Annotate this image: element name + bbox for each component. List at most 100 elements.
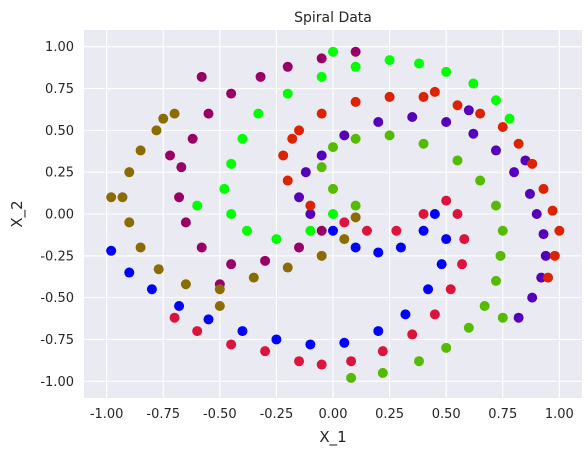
data-point (165, 150, 176, 161)
data-point (339, 217, 350, 228)
x-tick-label: 0.25 (375, 407, 404, 422)
data-point (146, 284, 157, 295)
data-points (106, 46, 565, 383)
data-point (316, 150, 327, 161)
data-point (255, 71, 266, 82)
data-point (278, 150, 289, 161)
data-point (328, 209, 338, 219)
data-point (423, 284, 434, 295)
data-point (452, 100, 463, 111)
y-tick-label: 0.75 (45, 82, 74, 97)
data-point (350, 200, 361, 211)
data-point (135, 145, 146, 156)
data-point (457, 259, 468, 270)
data-point (180, 217, 191, 228)
x-tick-label: -0.75 (146, 407, 180, 422)
data-point (504, 113, 515, 124)
data-point (452, 209, 463, 219)
data-point (305, 225, 316, 236)
data-point (418, 138, 429, 149)
data-point (543, 272, 554, 283)
data-point (490, 95, 501, 106)
data-point (373, 326, 384, 337)
data-point (497, 122, 508, 133)
data-point (441, 234, 452, 245)
data-point (339, 130, 350, 141)
data-point (384, 55, 395, 66)
data-point (124, 167, 135, 178)
data-point (174, 301, 185, 311)
x-tick-label: 0.50 (432, 407, 461, 422)
data-point (490, 145, 501, 156)
data-point (346, 356, 357, 367)
data-point (169, 108, 180, 119)
data-point (497, 312, 508, 323)
data-point (294, 125, 305, 136)
data-point (316, 359, 327, 370)
data-point (117, 192, 128, 203)
y-tick-label: 1.00 (45, 40, 74, 55)
data-point (497, 225, 508, 236)
data-point (540, 250, 551, 261)
data-point (350, 96, 361, 107)
data-point (350, 212, 361, 223)
x-tick-label: -1.00 (90, 407, 124, 422)
y-axis-label: X_2 (8, 200, 27, 227)
data-point (445, 284, 456, 295)
data-point (414, 356, 425, 367)
data-point (339, 234, 350, 245)
data-point (373, 117, 384, 127)
data-point (513, 312, 524, 323)
data-point (106, 245, 117, 256)
x-tick-label: 0.75 (488, 407, 517, 422)
data-point (346, 372, 357, 383)
data-point (241, 225, 252, 236)
data-point (554, 225, 565, 236)
data-point (294, 356, 305, 367)
data-point (271, 234, 282, 245)
data-point (350, 61, 361, 72)
y-tick-label: 0.50 (45, 124, 74, 139)
data-point (436, 259, 447, 270)
data-point (316, 53, 327, 64)
data-point (192, 200, 203, 211)
data-point (282, 175, 293, 186)
data-point (441, 117, 452, 127)
y-tick-label: -1.00 (40, 375, 74, 390)
x-tick-label: 0.00 (319, 407, 348, 422)
data-point (490, 200, 501, 211)
data-point (391, 225, 402, 236)
data-point (219, 183, 230, 194)
data-point (226, 88, 237, 99)
data-point (361, 225, 372, 236)
data-point (418, 209, 429, 219)
data-point (414, 58, 425, 69)
data-point (495, 250, 506, 261)
data-point (400, 309, 411, 320)
y-tick-labels: -1.00 -0.75 -0.50 -0.25 0.00 0.25 0.50 0.75 1.00 (40, 40, 74, 390)
data-point (187, 133, 198, 144)
data-point (531, 209, 542, 219)
data-point (226, 339, 237, 350)
data-point (253, 108, 264, 119)
data-point (441, 195, 452, 206)
y-tick-label: 0.00 (45, 208, 74, 223)
data-point (350, 133, 361, 144)
y-tick-label: 0.25 (45, 166, 74, 181)
data-point (153, 264, 164, 275)
y-tick-label: -0.50 (40, 291, 74, 306)
x-tick-labels: -1.00 -0.75 -0.50 -0.25 0.00 0.25 0.50 0.75 1.00 (90, 407, 574, 422)
data-point (248, 272, 259, 283)
data-point (214, 284, 225, 295)
data-point (350, 46, 361, 57)
data-point (203, 314, 214, 325)
data-point (300, 167, 311, 178)
data-point (463, 322, 474, 333)
data-point (384, 91, 395, 102)
data-point (316, 250, 327, 261)
data-point (106, 192, 117, 203)
data-point (196, 71, 207, 82)
data-point (407, 111, 418, 122)
data-point (151, 125, 162, 136)
